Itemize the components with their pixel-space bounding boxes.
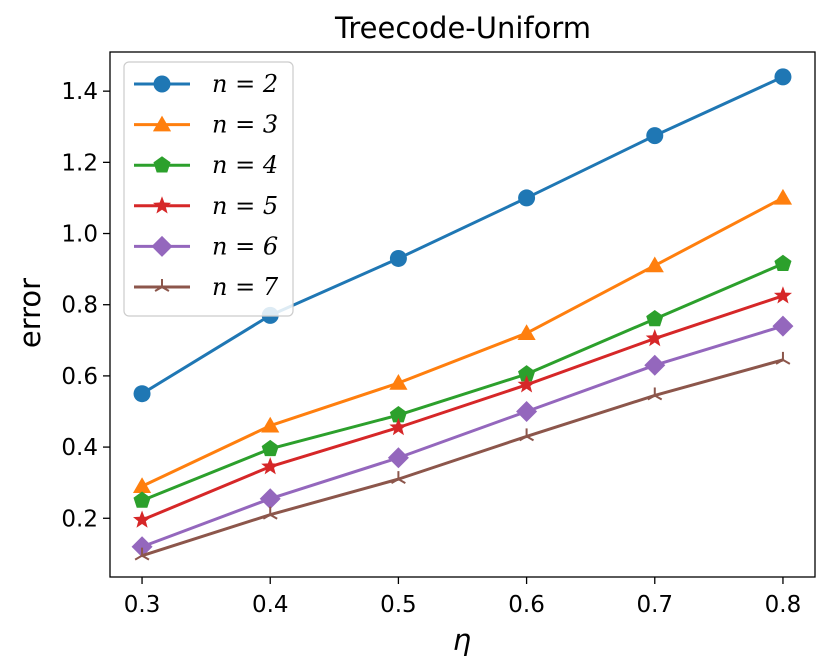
legend-label: n = 5	[212, 192, 278, 220]
legend-entry: n = 2	[134, 70, 278, 98]
data-point	[646, 127, 664, 145]
legend-label: n = 7	[212, 273, 279, 301]
series-line	[141, 294, 784, 522]
series-line	[141, 196, 784, 488]
x-tick-label: 0.8	[765, 592, 802, 618]
series-line	[141, 358, 784, 558]
y-axis-label: error	[13, 278, 47, 348]
legend-marker	[151, 235, 173, 257]
data-point	[261, 439, 279, 457]
data-point	[774, 254, 792, 272]
data-point	[259, 488, 281, 510]
legend-label: n = 3	[212, 111, 278, 139]
data-point	[516, 400, 538, 422]
data-point	[773, 188, 793, 205]
y-tick-label: 0.4	[61, 435, 98, 461]
y-tick-label: 0.6	[61, 364, 98, 390]
series-4	[133, 254, 792, 508]
data-point	[775, 351, 791, 365]
data-point	[261, 457, 280, 475]
data-point	[772, 315, 794, 337]
x-tick-label: 0.3	[124, 592, 161, 618]
plot-frame	[109, 51, 816, 578]
data-point	[644, 354, 666, 376]
legend-entry: n = 7	[134, 273, 279, 301]
data-point	[774, 68, 792, 86]
legend-entry: n = 5	[134, 192, 278, 220]
data-point	[517, 324, 536, 340]
data-point	[389, 418, 408, 436]
data-point	[645, 329, 664, 347]
data-point	[131, 536, 153, 558]
legend-marker	[152, 196, 172, 214]
legend-marker	[154, 279, 170, 292]
series-7	[134, 351, 791, 561]
data-point	[390, 471, 406, 484]
data-point	[133, 510, 152, 528]
data-point	[647, 387, 663, 401]
legend-marker	[153, 75, 171, 93]
data-point	[132, 477, 152, 493]
plot-area	[131, 68, 794, 561]
legend-label: n = 4	[212, 151, 278, 179]
data-point	[133, 385, 151, 403]
legend: n = 2 n = 3 n = 4 n = 5 n = 6 n = 7	[123, 61, 294, 317]
chart-title: Treecode-Uniform	[334, 11, 591, 45]
series-line	[141, 75, 784, 395]
legend-entry: n = 3	[134, 111, 278, 139]
legend-marker	[153, 156, 171, 173]
data-point	[773, 286, 792, 304]
series-2	[133, 68, 792, 403]
data-point	[517, 375, 536, 393]
x-axis: 0.3 0.4 0.5 0.6 0.7 0.8	[124, 577, 801, 618]
data-point	[389, 406, 407, 423]
data-point	[519, 428, 535, 442]
series-5	[133, 286, 792, 528]
data-point	[389, 249, 407, 267]
x-tick-label: 0.7	[636, 592, 673, 618]
x-tick-label: 0.6	[508, 592, 545, 618]
legend-entry: n = 6	[134, 232, 278, 260]
y-tick-label: 0.8	[61, 293, 98, 319]
y-tick-label: 0.2	[61, 506, 98, 532]
y-axis: 0.2 0.4 0.6 0.8 1.0 1.2 1.4	[61, 79, 110, 532]
data-point	[518, 189, 536, 207]
series-3	[132, 188, 793, 493]
legend-label: n = 2	[212, 70, 278, 98]
data-point	[646, 309, 664, 327]
data-point	[518, 365, 536, 382]
x-tick-label: 0.5	[380, 592, 417, 618]
y-tick-label: 1.4	[61, 79, 98, 105]
x-axis-label: η	[453, 623, 471, 657]
x-tick-label: 0.4	[252, 592, 289, 618]
legend-entry: n = 4	[134, 151, 278, 179]
series-line	[141, 324, 784, 549]
y-tick-label: 1.2	[61, 150, 98, 176]
data-point	[389, 374, 408, 390]
data-point	[133, 491, 151, 508]
y-tick-label: 1.0	[61, 222, 98, 248]
data-point	[262, 506, 278, 520]
legend-marker	[152, 115, 172, 132]
data-point	[134, 547, 150, 561]
legend-label: n = 6	[212, 232, 278, 260]
data-point	[261, 416, 280, 433]
data-point	[387, 447, 409, 469]
series-6	[131, 315, 794, 558]
data-point	[645, 256, 664, 273]
series-line	[141, 262, 784, 502]
